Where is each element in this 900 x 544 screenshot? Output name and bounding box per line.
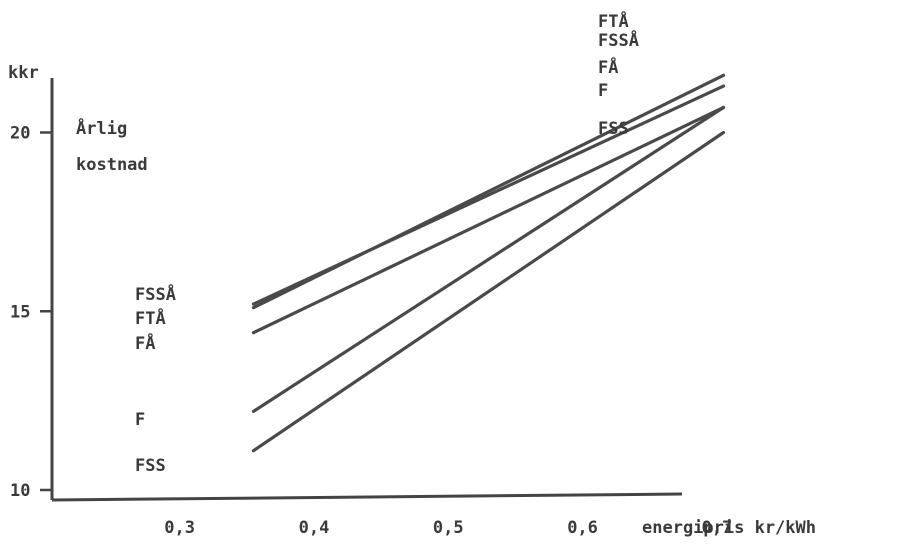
series-lines: [251, 73, 726, 453]
y-axis-note-line1: Årlig: [76, 116, 127, 139]
series-line-FSSÅ: [251, 84, 726, 306]
y-tick-label-10: 10: [10, 481, 30, 501]
ticks: 10 15 20 0,3 0,4 0,5 0,6 0,7: [10, 124, 732, 539]
x-tick-label-0,6: 0,6: [567, 518, 598, 538]
y-tick-label-20: 20: [10, 124, 30, 144]
series-label-left-FSSÅ: FSSÅ: [135, 282, 176, 305]
series-line-FÅ: [251, 105, 726, 335]
series-label-left-F: F: [135, 410, 145, 430]
x-axis-label: energipris kr/kWh: [642, 518, 816, 538]
axes: [50, 78, 683, 502]
series-label-right-FSS: FSS: [598, 119, 629, 139]
x-tick-label-0,5: 0,5: [433, 518, 464, 538]
series-label-right-FSSÅ: FSSÅ: [598, 28, 639, 51]
x-tick-label-0,3: 0,3: [164, 518, 195, 538]
series-label-right-FTÅ: FTÅ: [598, 9, 629, 32]
series-label-right-F: F: [598, 81, 608, 101]
series-line-FSS: [251, 130, 726, 453]
y-axis-note-line2: kostnad: [76, 155, 148, 175]
x-tick-label-0,4: 0,4: [299, 518, 330, 538]
series-label-left-FÅ: FÅ: [135, 331, 155, 354]
y-tick-label-15: 15: [10, 302, 30, 322]
series-label-right-FÅ: FÅ: [598, 55, 618, 78]
x-axis-line: [51, 492, 683, 502]
series-line-F: [251, 105, 726, 413]
series-label-left-FTÅ: FTÅ: [135, 306, 166, 329]
series-label-left-FSS: FSS: [135, 456, 166, 476]
y-axis-unit: kkr: [8, 63, 39, 83]
x-tick-label-0,7: 0,7: [702, 518, 733, 538]
